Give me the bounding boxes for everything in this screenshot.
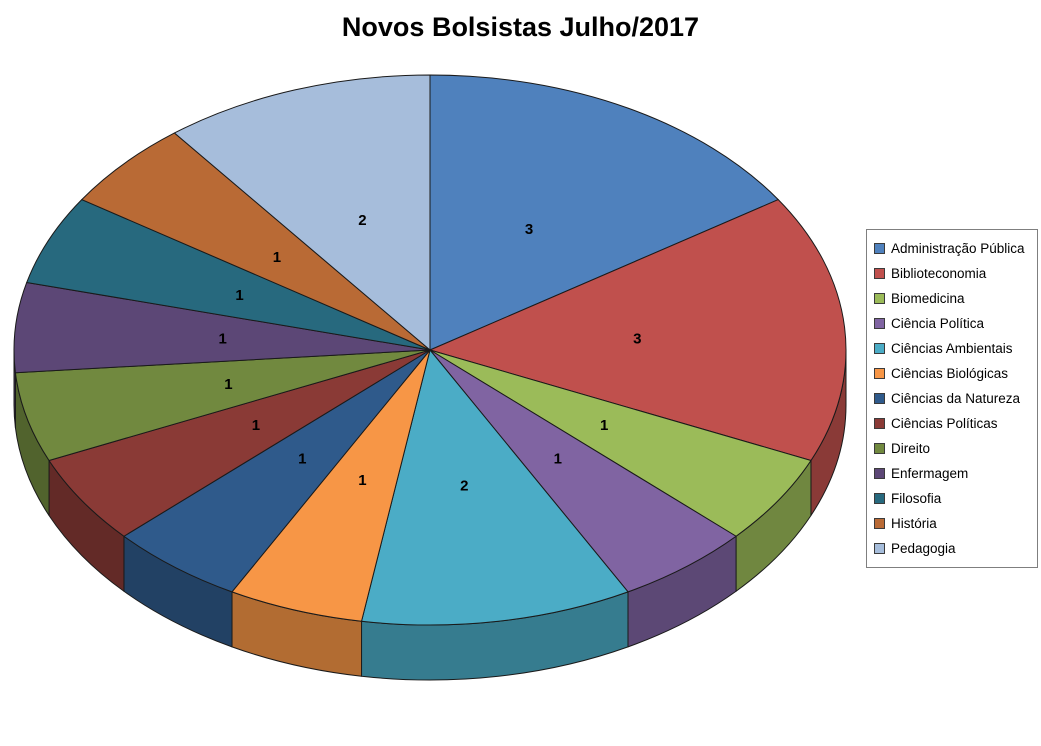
legend-label: História: [891, 516, 937, 531]
data-label: 3: [525, 221, 533, 238]
legend-label: Ciências da Natureza: [891, 391, 1021, 406]
pie-slice: [429, 349, 737, 593]
legend-label: Filosofia: [891, 491, 942, 506]
legend-label: Direito: [891, 441, 931, 456]
legend-label: Biblioteconomia: [891, 266, 987, 281]
legend-swatch: [874, 343, 885, 354]
pie-slice: [361, 349, 629, 626]
legend: Administração Pública Biblioteconomia Biom…: [866, 229, 1038, 568]
legend-label: Ciências Biológicas: [891, 366, 1009, 381]
legend-label: Biomedicina: [891, 291, 965, 306]
data-label: 3: [633, 331, 641, 348]
pie-slice: [81, 132, 431, 351]
legend-swatch: [874, 468, 885, 479]
legend-swatch: [874, 543, 885, 554]
legend-swatch: [874, 393, 885, 404]
data-label: 1: [358, 472, 366, 489]
legend-item: Direito: [874, 436, 1031, 461]
data-label: 2: [358, 212, 366, 229]
data-label: 1: [273, 249, 281, 266]
legend-item: Enfermagem: [874, 461, 1031, 486]
data-label: 1: [600, 417, 608, 434]
legend-label: Ciências Políticas: [891, 416, 998, 431]
pie-slice: [173, 74, 431, 351]
legend-label: Pedagogia: [891, 541, 956, 556]
pie-slice: [26, 199, 431, 351]
data-label: 1: [224, 376, 232, 393]
legend-swatch: [874, 493, 885, 504]
legend-item: Ciências Biológicas: [874, 361, 1031, 386]
legend-swatch: [874, 443, 885, 454]
legend-label: Enfermagem: [891, 466, 969, 481]
legend-item: História: [874, 511, 1031, 536]
legend-item: Ciências Políticas: [874, 411, 1031, 436]
legend-item: Pedagogia: [874, 536, 1031, 561]
pie-slice: [13, 281, 431, 374]
pie-slice: [429, 349, 812, 537]
legend-label: Administração Pública: [891, 241, 1025, 256]
data-label: 1: [298, 451, 306, 468]
chart-title: Novos Bolsistas Julho/2017: [341, 12, 700, 42]
legend-item: Administração Pública: [874, 236, 1031, 261]
legend-swatch: [874, 518, 885, 529]
legend-item: Ciências Ambientais: [874, 336, 1031, 361]
data-label: 1: [252, 417, 260, 434]
pie-slice: [231, 349, 431, 622]
legend-swatch: [874, 318, 885, 329]
legend-label: Ciência Política: [891, 316, 985, 331]
data-label: 1: [219, 331, 227, 348]
pie-slice: [123, 349, 431, 593]
legend-item: Filosofia: [874, 486, 1031, 511]
legend-label: Ciências Ambientais: [891, 341, 1013, 356]
legend-item: Biblioteconomia: [874, 261, 1031, 286]
pie-slice: [48, 349, 431, 537]
data-label: 2: [460, 478, 468, 495]
data-label: 1: [235, 287, 243, 304]
legend-swatch: [874, 418, 885, 429]
pie-slice: [429, 199, 847, 461]
legend-swatch: [874, 268, 885, 279]
legend-swatch: [874, 293, 885, 304]
legend-item: Biomedicina: [874, 286, 1031, 311]
pie-slice: [14, 349, 431, 461]
data-label: 1: [554, 451, 562, 468]
legend-swatch: [874, 368, 885, 379]
legend-item: Ciências da Natureza: [874, 386, 1031, 411]
legend-swatch: [874, 243, 885, 254]
legend-item: Ciência Política: [874, 311, 1031, 336]
pie-slice: [429, 74, 779, 351]
